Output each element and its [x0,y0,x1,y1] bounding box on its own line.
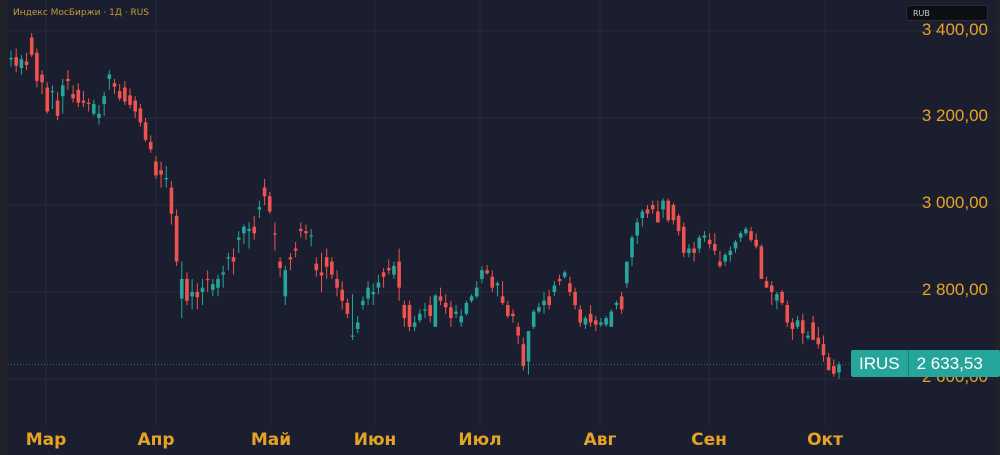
x-axis-label: Мар [25,430,67,450]
currency-selector[interactable]: RUB [906,5,988,21]
last-price-value: 2 633,53 [908,350,1000,377]
x-axis-label: Май [250,430,292,450]
x-axis-label: Окт [807,430,843,450]
x-axis-label: Июн [353,430,397,450]
last-price-tag: IRUS 2 633,53 [851,350,1000,377]
x-axis-label: Авг [583,430,617,450]
chart-title: Индекс МосБиржи · 1Д · RUS [13,8,150,18]
x-axis-label: Сен [691,430,727,450]
x-axis-label: Апр [137,430,175,450]
y-axis-label: 3 200,00 [921,106,988,125]
x-axis-label: Июл [458,430,502,450]
left-border [0,0,7,455]
candles [9,33,841,379]
y-axis-label: 2 800,00 [921,280,988,299]
y-axis-label: 3 400,00 [921,20,988,39]
symbol-label: IRUS [851,350,909,377]
grid-lines [8,0,994,425]
right-border [995,0,1000,455]
y-axis-label: 3 000,00 [921,193,988,212]
